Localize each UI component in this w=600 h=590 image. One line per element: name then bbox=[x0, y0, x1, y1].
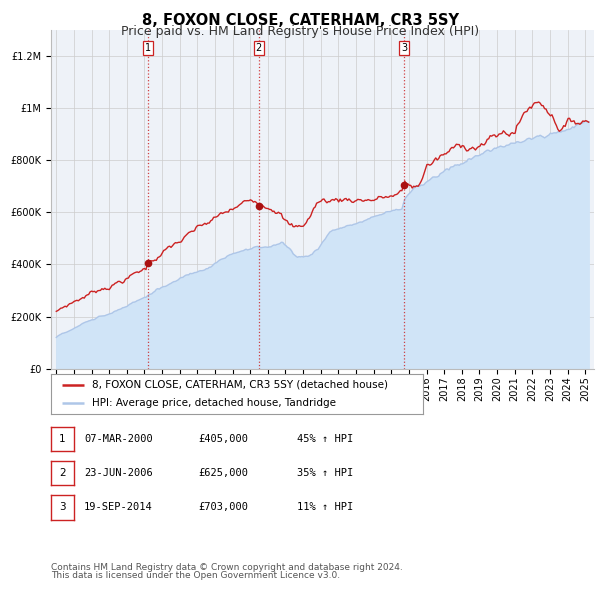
Text: HPI: Average price, detached house, Tandridge: HPI: Average price, detached house, Tand… bbox=[92, 398, 336, 408]
Text: 2: 2 bbox=[59, 468, 66, 478]
Text: 45% ↑ HPI: 45% ↑ HPI bbox=[297, 434, 353, 444]
Text: 2: 2 bbox=[256, 42, 262, 53]
Text: Contains HM Land Registry data © Crown copyright and database right 2024.: Contains HM Land Registry data © Crown c… bbox=[51, 563, 403, 572]
Text: 8, FOXON CLOSE, CATERHAM, CR3 5SY (detached house): 8, FOXON CLOSE, CATERHAM, CR3 5SY (detac… bbox=[92, 380, 388, 390]
Text: 19-SEP-2014: 19-SEP-2014 bbox=[84, 503, 153, 512]
Text: £625,000: £625,000 bbox=[198, 468, 248, 478]
Text: 11% ↑ HPI: 11% ↑ HPI bbox=[297, 503, 353, 512]
Text: This data is licensed under the Open Government Licence v3.0.: This data is licensed under the Open Gov… bbox=[51, 571, 340, 580]
Text: 35% ↑ HPI: 35% ↑ HPI bbox=[297, 468, 353, 478]
Text: £703,000: £703,000 bbox=[198, 503, 248, 512]
Text: £405,000: £405,000 bbox=[198, 434, 248, 444]
Text: Price paid vs. HM Land Registry's House Price Index (HPI): Price paid vs. HM Land Registry's House … bbox=[121, 25, 479, 38]
Text: 3: 3 bbox=[59, 503, 66, 512]
Text: 8, FOXON CLOSE, CATERHAM, CR3 5SY: 8, FOXON CLOSE, CATERHAM, CR3 5SY bbox=[142, 13, 458, 28]
Text: 1: 1 bbox=[59, 434, 66, 444]
Text: 1: 1 bbox=[145, 42, 151, 53]
Text: 3: 3 bbox=[401, 42, 407, 53]
Text: 07-MAR-2000: 07-MAR-2000 bbox=[84, 434, 153, 444]
Text: 23-JUN-2006: 23-JUN-2006 bbox=[84, 468, 153, 478]
